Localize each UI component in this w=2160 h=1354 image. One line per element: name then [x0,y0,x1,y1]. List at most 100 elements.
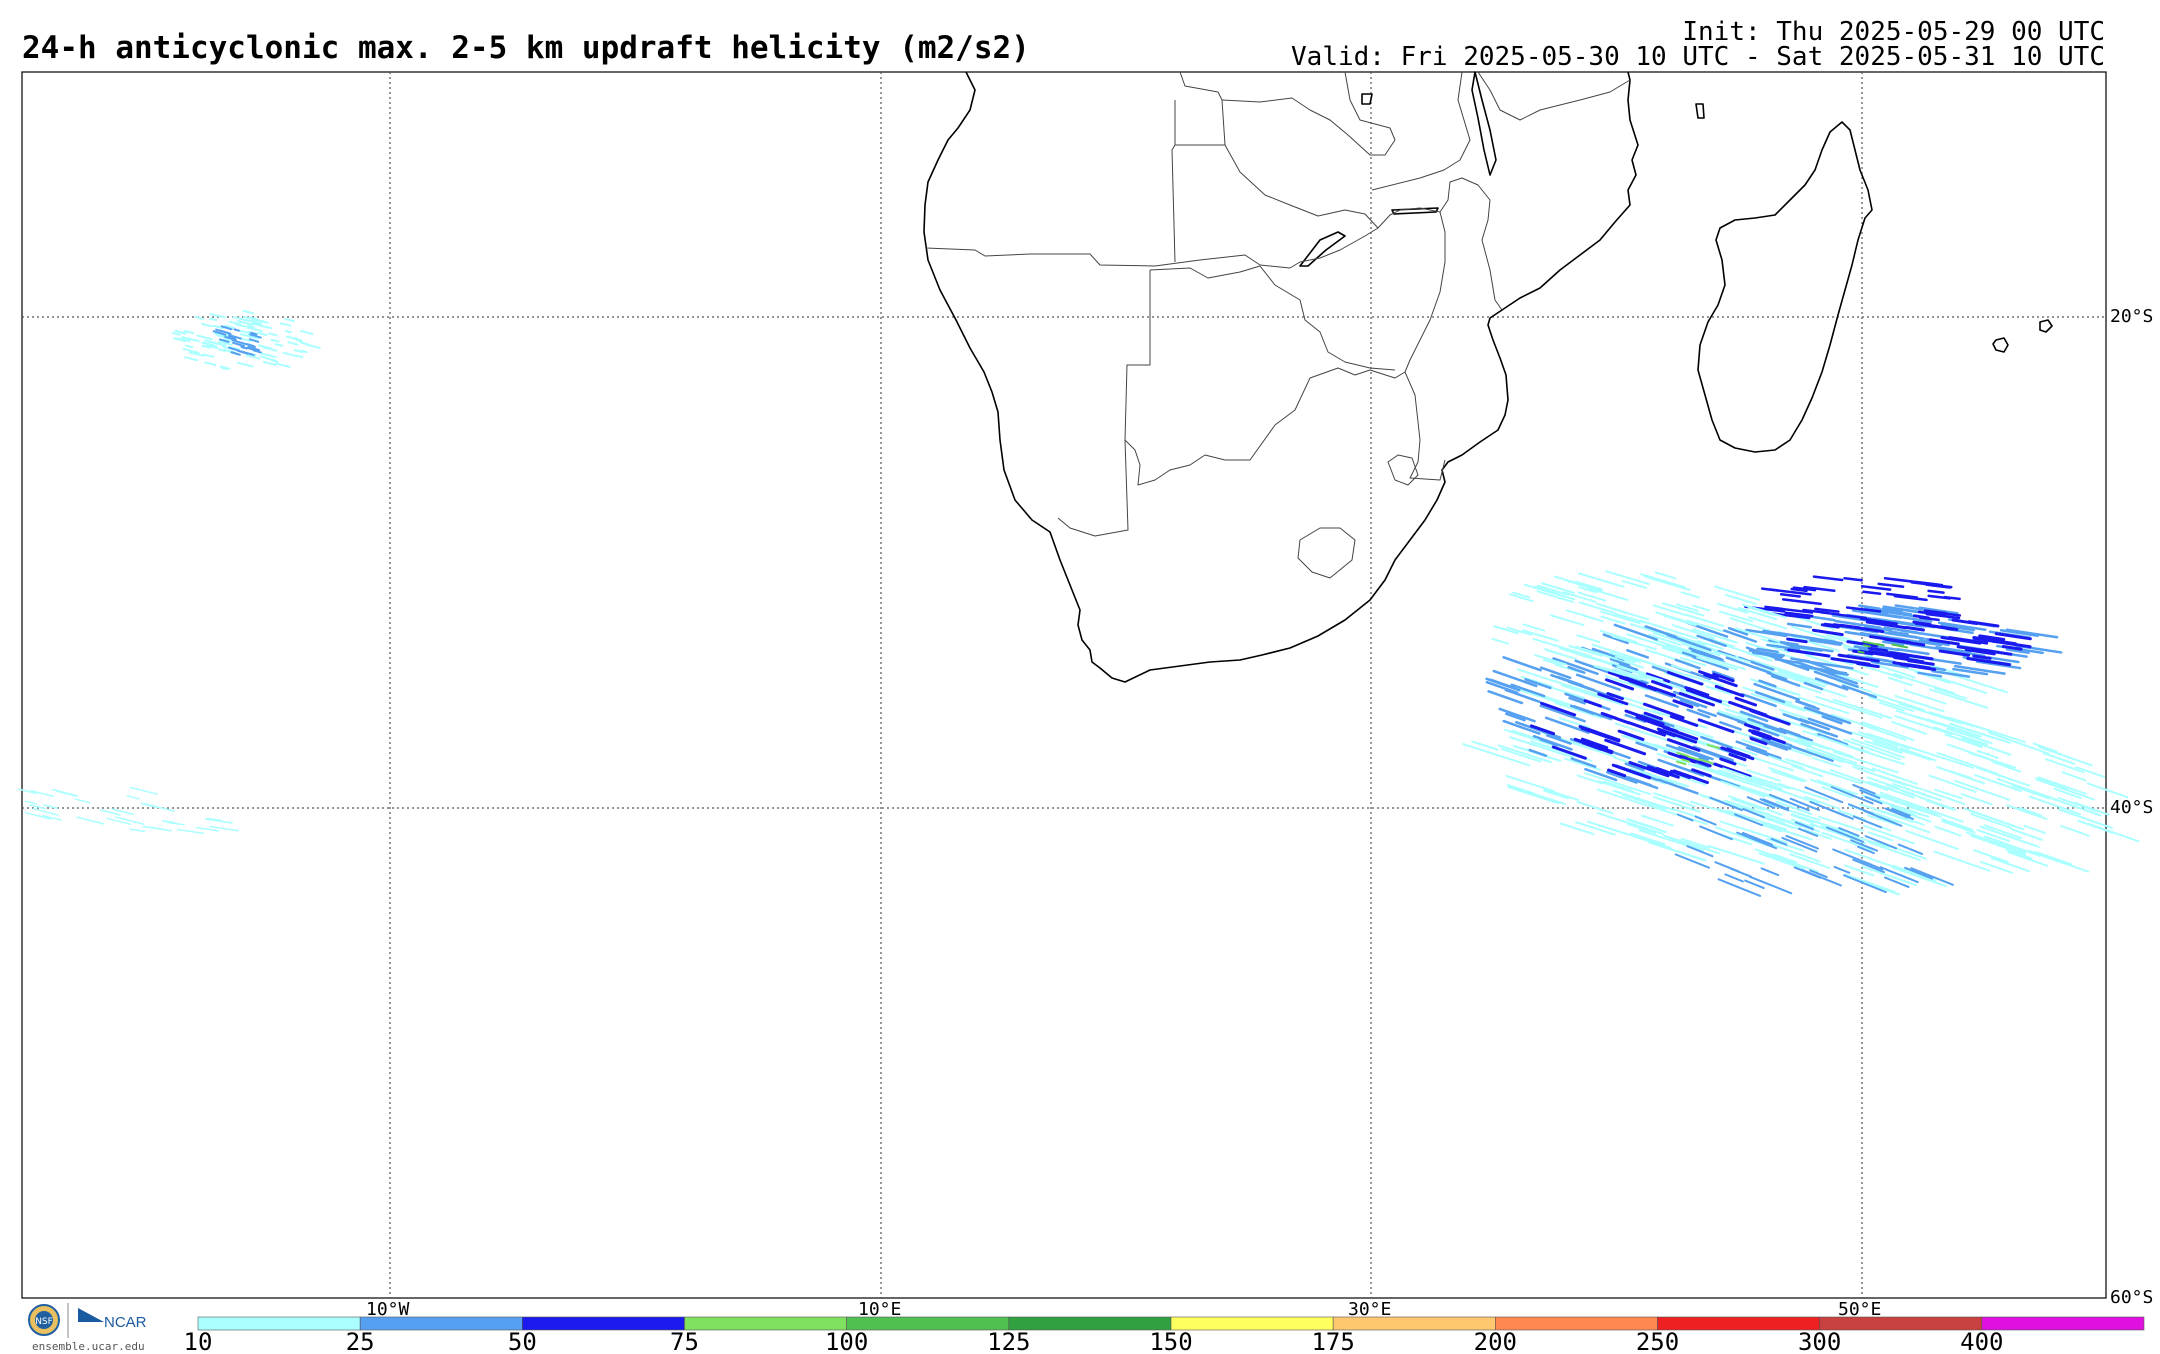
helicity-streak [1502,719,1541,735]
legend-tick-label: 10 [184,1328,213,1354]
helicity-streak [1657,778,1699,795]
legend-swatch-5 [1008,1316,1172,1331]
helicity-streak [1871,767,1918,785]
helicity-streak [1766,671,1788,681]
helicity-streak [1858,722,1907,741]
helicity-streak [2007,851,2049,867]
helicity-streak [1943,595,1961,601]
helicity-streak [1655,767,1673,775]
helicity-streak [1617,729,1645,741]
helicity-streak [1808,745,1858,765]
helicity-streak [1884,876,1910,888]
helicity-streak [1917,671,1943,678]
helicity-streak [1708,637,1735,648]
helicity-streak [1677,746,1714,761]
helicity-streak [1838,827,1860,837]
helicity-streak [1806,748,1844,763]
helicity-streak [1791,814,1814,824]
helicity-streak [1750,693,1806,712]
helicity-streak [1864,625,1893,632]
helicity-streak [293,349,304,354]
helicity-streak [1714,585,1761,601]
helicity-streak [1545,648,1563,656]
helicity-streak [172,337,187,343]
helicity-streak [1624,709,1665,726]
helicity-streak [282,351,298,358]
helicity-streak [1707,844,1765,865]
helicity-streak [1857,650,1865,654]
helicity-streak [1676,813,1694,822]
helicity-streak [1841,684,1877,699]
helicity-streak [1934,788,1963,800]
helicity-streak [76,816,105,825]
helicity-streak [129,828,146,833]
helicity-streak [1613,623,1658,641]
helicity-streak [1605,570,1650,586]
helicity-streak [1608,651,1642,663]
helicity-streak [1724,593,1757,605]
helicity-streak [1954,779,2011,801]
legend-swatch-4 [846,1316,1010,1331]
helicity-streak [1887,676,1913,687]
helicity-streak [1893,656,1925,664]
helicity-streak [176,828,205,835]
helicity-streak [1703,673,1738,688]
helicity-streak [1741,738,1771,750]
helicity-streak [1670,664,1692,673]
lat-label-60s: 60°S [2110,1287,2153,1308]
helicity-streak [236,361,254,368]
helicity-streak [1930,583,1949,589]
helicity-streak [1964,722,2026,744]
helicity-streak [1680,837,1711,849]
helicity-streak [1910,746,1975,769]
helicity-streak [1553,644,1592,658]
helicity-streak [1638,674,1692,693]
helicity-streak [1901,790,1957,811]
helicity-streak [1892,866,1948,888]
helicity-streak [1652,604,1687,617]
helicity-streak [1754,690,1786,704]
helicity-streak [1972,654,1992,660]
helicity-streak [1950,723,2012,744]
helicity-streak [1621,734,1671,752]
helicity-streak [1509,736,1575,759]
helicity-streak [1886,651,1911,658]
helicity-streak [1747,616,1788,630]
helicity-streak [1837,653,1880,663]
helicity-streak [284,330,292,334]
helicity-streak [24,800,38,805]
helicity-streak [218,340,233,346]
helicity-streak [1714,684,1745,698]
helicity-streak [1575,673,1622,691]
legend-swatch-7 [1332,1316,1496,1331]
helicity-streak [1759,798,1790,812]
helicity-streak [1898,644,1909,649]
helicity-streak [1801,869,1842,887]
helicity-streak [165,821,185,826]
helicity-streak [1965,831,2027,854]
helicity-streak [1719,820,1788,844]
helicity-streak [1865,733,1900,746]
helicity-streak [1862,640,1879,646]
legend-tick-label: 250 [1636,1328,1679,1354]
helicity-streak [1760,815,1794,829]
helicity-streak [1879,866,1919,884]
helicity-streak [1719,757,1737,766]
helicity-streak [181,336,194,341]
helicity-streak [228,320,242,326]
helicity-streak [270,338,280,343]
helicity-streak [212,330,227,336]
helicity-streak [1886,807,1914,820]
helicity-streak [1671,624,1716,640]
helicity-streak [1910,867,1954,886]
helicity-streak [1672,699,1694,709]
helicity-streak [1916,790,1942,802]
helicity-streak [1576,774,1604,785]
helicity-streak [1861,865,1917,887]
helicity-streak [1800,722,1839,738]
helicity-streak [215,328,224,333]
helicity-streak [1864,795,1883,805]
helicity-streak [228,334,242,340]
helicity-streak [1928,638,1960,646]
helicity-streak [1674,853,1710,869]
